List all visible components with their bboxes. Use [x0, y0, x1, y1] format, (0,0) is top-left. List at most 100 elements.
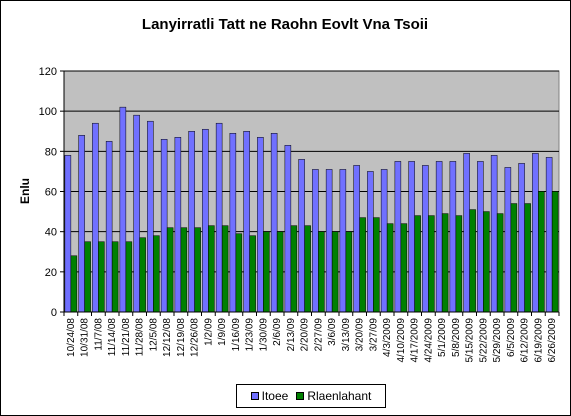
legend-label: Itoee [261, 389, 289, 403]
x-tick-label: 1/9/09 [217, 318, 228, 346]
x-tick-label: 4/3/2009 [382, 318, 393, 357]
bar-series-1 [312, 169, 319, 313]
x-tick-label: 12/26/08 [190, 318, 201, 357]
chart-title: Lanyirratli Tatt ne Raohn Eovlt Vna Tsoi… [142, 16, 428, 33]
x-tick-label: 5/1/2009 [437, 318, 448, 357]
x-tick-label: 10/24/08 [66, 318, 77, 357]
bar-series-1 [229, 133, 237, 313]
bar-series-2 [276, 231, 284, 313]
x-tick-label: 6/12/2009 [520, 318, 531, 363]
bar-series-1 [504, 167, 512, 313]
bar-series-2 [551, 191, 559, 313]
bar-series-2 [290, 225, 298, 313]
bar-series-2 [208, 225, 215, 313]
bar-series-1 [408, 161, 415, 313]
bar-series-2 [180, 227, 188, 313]
x-tick-label: 2/6/09 [272, 318, 283, 346]
y-tick-label: 0 [51, 307, 57, 319]
x-tick-label: 11/14/08 [107, 318, 118, 357]
bar-series-2 [153, 235, 160, 313]
legend: Itoee Rlaenlahant [236, 384, 386, 408]
x-tick-label: 4/17/2009 [410, 318, 421, 363]
x-tick-label: 1/23/09 [245, 318, 256, 352]
bar-series-1 [160, 139, 168, 313]
bar-series-2 [496, 213, 504, 313]
bar-series-1 [518, 163, 525, 313]
bar-series-1 [532, 153, 539, 313]
bar-series-1 [92, 122, 99, 313]
x-tick-label: 5/22/2009 [478, 318, 489, 363]
bar-series-1 [422, 165, 429, 313]
x-tick-label: 5/8/2009 [451, 318, 462, 357]
bar-series-1 [270, 133, 278, 313]
bar-series-2 [263, 231, 270, 313]
x-tick-label: 3/27/09 [368, 318, 379, 352]
bar-series-2 [70, 255, 78, 313]
bar-series-2 [125, 241, 133, 313]
x-tick-label: 4/24/2009 [423, 318, 434, 363]
bar-series-2 [331, 231, 339, 313]
bar-series-1 [257, 137, 264, 313]
bar-series-2 [111, 241, 119, 313]
bar-series-2 [455, 215, 463, 313]
bar-series-1 [339, 169, 347, 313]
bar-series-2 [98, 241, 105, 313]
x-tick-label: 1/30/09 [258, 318, 269, 352]
y-tick-label: 60 [45, 187, 57, 199]
x-tick-label: 11/21/08 [121, 318, 132, 357]
bar-series-2 [538, 191, 545, 313]
bar-series-2 [221, 225, 229, 313]
bar-series-2 [166, 227, 174, 313]
x-tick-label: 4/10/2009 [396, 318, 407, 363]
y-tick-label: 20 [45, 267, 57, 279]
bar-series-2 [249, 235, 256, 313]
bar-series-2 [304, 225, 311, 313]
legend-label: Rlaenlahant [307, 389, 372, 403]
x-tick-label: 5/29/2009 [492, 318, 503, 363]
y-tick-label: 80 [45, 146, 57, 158]
y-tick-label: 40 [45, 227, 57, 239]
x-tick-label: 2/13/09 [286, 318, 297, 352]
bar-series-1 [64, 155, 72, 313]
bar-series-1 [119, 106, 127, 313]
bar-series-1 [435, 161, 443, 313]
bar-series-1 [490, 155, 498, 313]
bar-series-2 [139, 237, 146, 313]
bar-series-1 [325, 169, 333, 313]
bar-series-1 [545, 157, 553, 313]
bar-series-2 [428, 215, 435, 313]
x-tick-label: 1/16/09 [231, 318, 242, 352]
bar-series-1 [367, 171, 374, 313]
bar-series-1 [243, 131, 250, 313]
bar-series-1 [78, 135, 85, 313]
bar-series-2 [400, 223, 408, 313]
legend-swatch [296, 392, 305, 400]
x-tick-label: 12/19/08 [176, 318, 187, 357]
bar-series-2 [469, 209, 476, 313]
legend-item-series-2: Rlaenlahant [296, 389, 371, 403]
x-tick-label: 10/31/08 [80, 318, 91, 357]
x-tick-label: 3/20/09 [355, 318, 366, 352]
bar-series-1 [298, 159, 305, 313]
bar-series-1 [133, 114, 140, 313]
y-axis-label: Enlu [18, 178, 32, 204]
bar-series-1 [394, 161, 402, 313]
x-tick-label: 11/28/08 [135, 318, 146, 357]
bar-series-1 [463, 153, 470, 313]
x-tick-label: 3/6/09 [327, 318, 338, 346]
x-tick-label: 2/27/09 [313, 318, 324, 352]
x-tick-label: 2/20/09 [300, 318, 311, 352]
y-tick-label: 120 [39, 66, 57, 78]
bar-series-2 [345, 231, 353, 313]
x-tick-label: 1/2/09 [203, 318, 214, 346]
bar-series-2 [524, 203, 531, 313]
bar-series-2 [194, 227, 201, 313]
bar-series-2 [318, 231, 325, 313]
bar-series-2 [84, 241, 91, 313]
y-tick-label: 100 [39, 106, 57, 118]
bar-series-1 [105, 141, 113, 313]
bar-series-1 [147, 120, 154, 313]
bar-series-1 [215, 122, 223, 313]
